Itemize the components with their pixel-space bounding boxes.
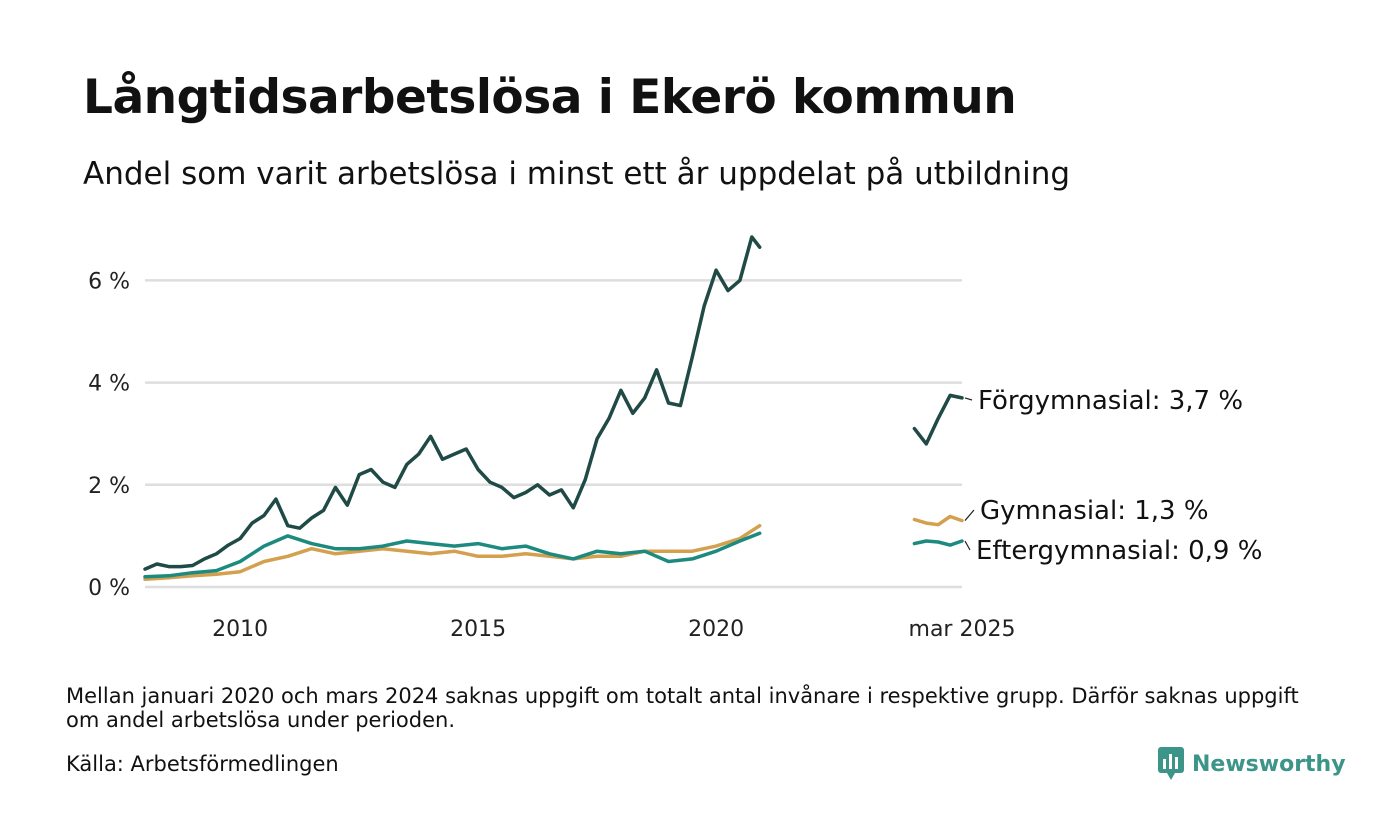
label-leader-line (964, 509, 975, 521)
series-end-label: Eftergymnasial: 0,9 % (976, 536, 1262, 566)
newsworthy-logo-icon (1158, 747, 1184, 780)
label-leader-line (964, 540, 971, 551)
logo-text: Newsworthy (1192, 751, 1346, 777)
x-tick-label: 2010 (212, 617, 268, 642)
series-line-frgymnasial-recent (912, 393, 964, 446)
y-tick-label: 6 % (88, 269, 130, 294)
y-axis-ticks: 0 % 2 % 4 % 6 % (88, 269, 130, 601)
source-note: Källa: Arbetsförmedlingen (66, 752, 339, 776)
x-tick-label: mar 2025 (909, 617, 1016, 642)
x-tick-label: 2015 (450, 617, 506, 642)
series-line-gymnasial-recent (912, 514, 964, 527)
series-lines (143, 235, 964, 582)
gridlines (145, 279, 962, 589)
series-end-labels: Förgymnasial: 3,7 % Gymnasial: 1,3 % Efter… (964, 386, 1262, 566)
series-line-eftergymnasial-recent (912, 539, 964, 547)
chart-subtitle: Andel som varit arbetslösa i minst ett å… (83, 156, 1071, 192)
y-tick-label: 0 % (88, 576, 130, 601)
x-axis-ticks: 2010 2015 2020 mar 2025 (212, 617, 1015, 642)
x-tick-label: 2020 (688, 617, 744, 642)
label-leader-line (964, 397, 973, 401)
y-tick-label: 2 % (88, 474, 130, 499)
series-end-label: Gymnasial: 1,3 % (980, 496, 1209, 526)
footnote: Mellan januari 2020 och mars 2024 saknas… (66, 684, 1299, 732)
chart-title: Långtidsarbetslösa i Ekerö kommun (83, 70, 1017, 125)
series-line-frgymnasial (143, 235, 762, 571)
line-chart: 0 % 2 % 4 % 6 % 2010 2015 2020 mar 2025 Förgym… (88, 235, 1262, 642)
newsworthy-logo: Newsworthy (1158, 747, 1346, 781)
series-end-label: Förgymnasial: 3,7 % (978, 386, 1243, 416)
y-tick-label: 4 % (88, 372, 130, 397)
series-line-gymnasial (143, 523, 762, 582)
series-line-eftergymnasial (143, 531, 762, 579)
